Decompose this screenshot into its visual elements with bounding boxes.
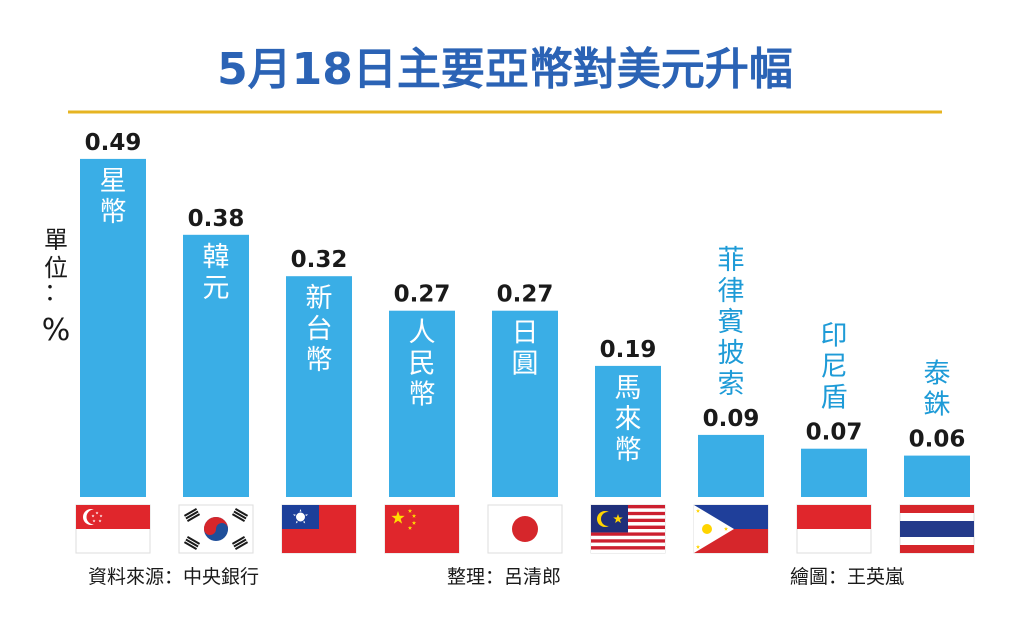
category-label-4: 人民幣 <box>409 318 436 411</box>
category-label-2: 韓元 <box>203 242 230 304</box>
chart-title: 5月18日主要亞幣對美元升幅 <box>217 44 793 95</box>
bar-7 <box>698 434 764 497</box>
bars-group: 0.49 星幣 0.38 韓元 0.32 新台幣 0.27 人民幣 0.27 日圓 0.19 馬來幣 0… <box>80 130 970 498</box>
value-label-2: 0.38 <box>188 206 245 232</box>
category-label-7: 菲律賓披索 <box>718 245 745 400</box>
category-label-6: 馬來幣 <box>615 373 642 466</box>
value-label-3: 0.32 <box>291 247 348 273</box>
category-label-9: 泰銖 <box>924 359 951 421</box>
malaysia-flag-icon <box>590 504 666 554</box>
category-label-8: 印尼盾 <box>821 321 848 414</box>
bar-6 <box>595 365 661 497</box>
artist-credit: 繪圖：王英嵐 <box>790 566 904 588</box>
china-flag-icon <box>384 504 460 554</box>
indonesia-flag-icon <box>796 504 872 554</box>
category-label-1: 星幣 <box>100 166 127 228</box>
value-label-1: 0.49 <box>85 130 142 156</box>
value-label-8: 0.07 <box>806 420 863 446</box>
bar-3 <box>286 276 352 497</box>
editor-credit: 整理：呂清郎 <box>447 566 561 588</box>
source-credit: 資料來源：中央銀行 <box>88 566 259 588</box>
philippines-flag-icon <box>693 504 769 554</box>
thailand-flag-icon <box>899 504 975 554</box>
value-label-6: 0.19 <box>600 337 657 363</box>
japan-flag-icon <box>487 504 563 554</box>
bar-8 <box>801 448 867 497</box>
value-label-7: 0.09 <box>703 406 760 432</box>
bar-9 <box>904 455 970 497</box>
value-label-9: 0.06 <box>909 427 966 453</box>
flags-group <box>75 504 975 554</box>
bar-4 <box>389 310 455 497</box>
singapore-flag-icon <box>75 504 151 554</box>
category-label-5: 日圓 <box>512 318 539 380</box>
taiwan-flag-icon <box>281 504 357 554</box>
south-korea-flag-icon <box>178 504 254 554</box>
value-label-4: 0.27 <box>394 282 451 308</box>
bar-1 <box>80 158 146 497</box>
bar-5 <box>492 310 558 497</box>
value-label-5: 0.27 <box>497 282 554 308</box>
category-label-3: 新台幣 <box>306 283 333 376</box>
y-axis-unit-label: 單位：% <box>42 226 71 348</box>
bar-2 <box>183 234 249 498</box>
